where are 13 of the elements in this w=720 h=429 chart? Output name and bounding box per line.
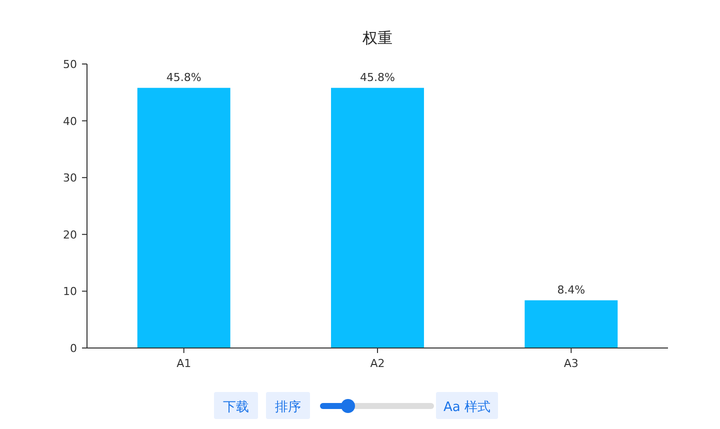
data-label: 8.4%	[557, 283, 586, 296]
y-tick-label: 40	[63, 114, 77, 128]
data-label: 45.8%	[166, 70, 202, 84]
x-tick-label: A1	[176, 357, 192, 370]
title: 权重	[362, 29, 392, 47]
x-tick-label: A2	[370, 357, 385, 370]
y-tick-label: 10	[63, 285, 77, 298]
y-tick-label: 0	[70, 342, 77, 355]
y-tick-label: 30	[63, 172, 77, 185]
data-label: 45.8%	[360, 70, 395, 84]
y-tick-label: 20	[63, 228, 77, 242]
y-tick-label: 50	[63, 58, 77, 71]
x-tick-label: A3	[564, 357, 578, 370]
